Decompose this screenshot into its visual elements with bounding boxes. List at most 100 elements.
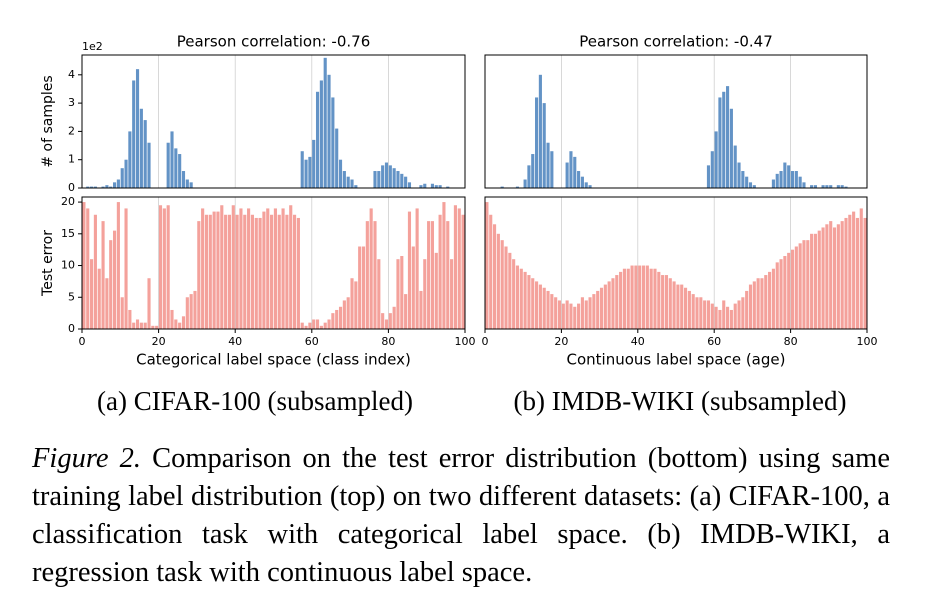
bar xyxy=(531,278,535,329)
bar xyxy=(270,214,274,329)
bar xyxy=(584,182,588,188)
bar xyxy=(622,268,626,329)
bar xyxy=(676,284,680,329)
y-tick-label: 0 xyxy=(68,322,75,335)
bar xyxy=(247,208,251,329)
bar xyxy=(227,214,232,329)
bar xyxy=(512,259,516,329)
bar xyxy=(319,325,323,329)
bar xyxy=(852,211,856,329)
bar xyxy=(569,303,573,329)
bar xyxy=(97,268,101,329)
bar xyxy=(277,214,281,329)
bar xyxy=(354,185,358,188)
bar xyxy=(557,300,562,329)
bar xyxy=(630,265,634,329)
bar xyxy=(726,306,730,329)
bar xyxy=(783,256,787,329)
bar xyxy=(519,268,523,329)
bar xyxy=(573,156,577,188)
bar xyxy=(783,162,787,188)
bar xyxy=(174,148,178,188)
bar xyxy=(300,151,304,188)
bar xyxy=(664,275,669,329)
bar xyxy=(764,275,768,329)
bar xyxy=(377,171,381,188)
bar xyxy=(392,306,396,329)
bar xyxy=(599,287,604,329)
bar xyxy=(775,173,779,188)
bar xyxy=(93,214,97,329)
bar xyxy=(523,271,527,329)
bar xyxy=(580,176,584,188)
bar xyxy=(281,208,285,329)
bar xyxy=(112,182,117,188)
bar xyxy=(193,290,197,329)
y-tick-label: 1 xyxy=(68,153,75,166)
bar xyxy=(596,290,600,329)
bar xyxy=(450,259,454,329)
bar xyxy=(128,131,132,188)
bar xyxy=(178,154,182,188)
bar xyxy=(304,159,308,188)
bar xyxy=(327,74,331,188)
bar xyxy=(779,171,783,188)
bar xyxy=(124,208,128,329)
bar xyxy=(388,165,392,188)
bar xyxy=(135,69,140,188)
bar xyxy=(400,173,404,188)
bar xyxy=(790,171,795,188)
bar xyxy=(813,185,817,188)
bar xyxy=(120,168,124,188)
bar xyxy=(143,120,147,188)
bar xyxy=(504,246,508,329)
bar xyxy=(338,306,343,329)
bar xyxy=(607,281,611,329)
bar xyxy=(645,265,649,329)
bar xyxy=(496,233,500,329)
bar xyxy=(699,297,703,329)
bar xyxy=(565,162,569,188)
bar xyxy=(323,57,327,188)
bar xyxy=(358,246,362,329)
bar xyxy=(254,217,258,329)
bar xyxy=(162,208,166,329)
bar xyxy=(535,281,539,329)
figure: Pearson correlation: -0.76 0 1 2 3 4 # of samp… xyxy=(40,33,878,369)
bar xyxy=(446,186,450,188)
bar xyxy=(802,182,806,188)
bar xyxy=(710,303,714,329)
bar xyxy=(273,208,277,329)
bar xyxy=(327,319,331,329)
bar xyxy=(546,290,550,329)
bar xyxy=(266,208,270,329)
bar xyxy=(810,185,814,188)
bar xyxy=(748,284,753,329)
bar xyxy=(653,268,657,329)
bar xyxy=(181,171,186,188)
bar xyxy=(714,131,718,188)
bar xyxy=(442,202,446,329)
bar xyxy=(603,284,607,329)
x-tick-label: 20 xyxy=(152,335,166,348)
bar xyxy=(706,300,711,329)
bar xyxy=(331,97,335,188)
bar xyxy=(407,211,412,329)
bar xyxy=(404,294,408,329)
bar xyxy=(170,131,174,188)
x-tick-label: 40 xyxy=(631,335,645,348)
chart-title: Pearson correlation: -0.47 xyxy=(579,33,772,51)
bar xyxy=(855,217,860,329)
bar xyxy=(829,221,833,329)
bar xyxy=(346,176,350,188)
y-tick-label: 2 xyxy=(68,124,75,137)
bar xyxy=(308,322,312,329)
bar xyxy=(714,306,718,329)
bar xyxy=(756,278,760,329)
bar xyxy=(825,224,829,329)
bar xyxy=(354,281,358,329)
bar xyxy=(492,224,497,329)
bar xyxy=(101,221,105,329)
bar xyxy=(220,205,224,329)
bar xyxy=(434,185,438,188)
